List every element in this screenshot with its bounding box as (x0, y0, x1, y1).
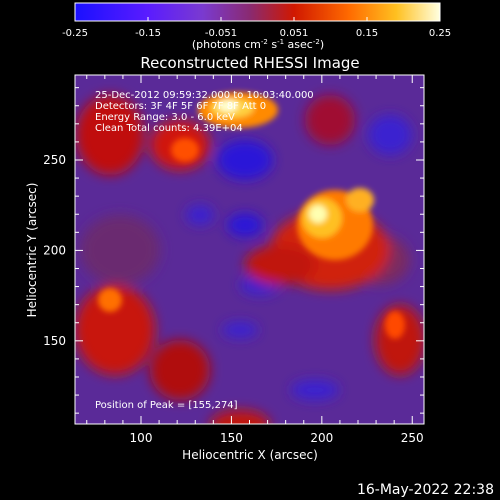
info-line: Clean Total counts: 4.39E+04 (95, 123, 243, 134)
colorbar-ticks: -0.25 -0.15 -0.051 0.051 0.15 0.25 (62, 17, 451, 39)
colorbar-units: (photons cm-2 s-1 asec-2) (192, 38, 324, 51)
x-tick-label: 150 (220, 431, 243, 445)
colorbar-tick-label: 0.25 (429, 28, 451, 39)
colorbar-tick-label: 0.15 (356, 28, 378, 39)
colorbar-tick-label: -0.051 (205, 28, 237, 39)
colorbar-tick-label: -0.15 (135, 28, 161, 39)
info-annotations: 25-Dec-2012 09:59:32.000 to 10:03:40.000… (95, 90, 314, 411)
x-tick-label: 100 (130, 431, 153, 445)
y-tick-label: 200 (43, 243, 66, 257)
x-tick-label: 250 (401, 431, 424, 445)
colorbar-gradient (74, 2, 441, 22)
rhessi-image (75, 75, 424, 424)
x-axis-ticks: 100 150 200 250 (86, 75, 424, 445)
peak-position-text: Position of Peak = [155,274] (95, 400, 238, 411)
footer-timestamp: 16-May-2022 22:38 (357, 482, 494, 498)
x-axis-label: Heliocentric X (arcsec) (182, 448, 318, 462)
colorbar-tick-label: 0.051 (280, 28, 309, 39)
colorbar-tick-label: -0.25 (62, 28, 88, 39)
plot-title: Reconstructed RHESSI Image (140, 54, 359, 72)
info-line: Energy Range: 3.0 - 6.0 keV (95, 112, 235, 123)
y-tick-label: 150 (43, 334, 66, 348)
colorbar: -0.25 -0.15 -0.051 0.051 0.15 0.25 (photons c… (62, 2, 451, 51)
info-line: Detectors: 3F 4F 5F 6F 7F 8F Att 0 (95, 101, 266, 112)
y-tick-label: 250 (43, 153, 66, 167)
y-axis-ticks: 250 200 150 (43, 87, 424, 414)
x-tick-label: 200 (310, 431, 333, 445)
y-axis-label: Heliocentric Y (arcsec) (25, 183, 39, 318)
info-line: 25-Dec-2012 09:59:32.000 to 10:03:40.000 (95, 90, 314, 101)
